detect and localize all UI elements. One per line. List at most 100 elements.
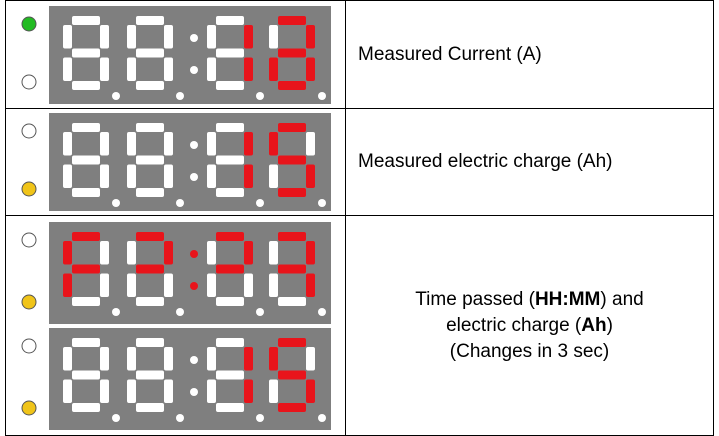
description: Measured Current (A) — [358, 44, 542, 65]
segment — [269, 165, 278, 189]
segment — [269, 273, 278, 297]
segment — [216, 48, 244, 57]
segment — [100, 25, 109, 49]
segment — [207, 379, 216, 403]
display-cell — [6, 216, 346, 436]
segment — [63, 57, 72, 81]
segment — [63, 379, 72, 403]
segment — [244, 25, 253, 49]
segment — [72, 338, 100, 347]
segment — [278, 297, 306, 306]
table-row: Measured electric charge (Ah) — [6, 109, 714, 216]
segment — [207, 132, 216, 156]
decimal-point — [256, 199, 264, 207]
segment — [164, 241, 173, 265]
description: ) — [607, 315, 613, 336]
segment — [207, 25, 216, 49]
led — [22, 339, 36, 353]
segment — [72, 156, 100, 165]
segment — [244, 347, 253, 371]
decimal-point — [112, 199, 120, 207]
segment — [136, 48, 164, 57]
segment — [63, 165, 72, 189]
decimal-point — [256, 92, 264, 100]
segment — [100, 132, 109, 156]
description: Time passed ( — [415, 289, 535, 310]
colon-dot — [190, 141, 198, 149]
segment — [72, 48, 100, 57]
segment — [63, 273, 72, 297]
decimal-point — [318, 199, 326, 207]
segment — [278, 188, 306, 197]
segment — [216, 81, 244, 90]
description-bold: HH:MM — [535, 289, 600, 310]
description-cell: Measured Current (A) — [346, 1, 714, 109]
segment — [136, 81, 164, 90]
segment — [269, 25, 278, 49]
seven-segment-display — [11, 328, 331, 430]
colon-dot — [190, 356, 198, 364]
seven-segment-display — [11, 222, 331, 324]
segment — [216, 403, 244, 412]
segment — [207, 347, 216, 371]
description: (Changes in 3 sec) — [450, 341, 609, 362]
segment — [136, 16, 164, 25]
table-row: Measured Current (A) — [6, 1, 714, 109]
segment — [216, 297, 244, 306]
segment — [306, 132, 315, 156]
segment — [216, 16, 244, 25]
table: Measured Current (A) Measured electric c… — [5, 0, 714, 436]
segment — [278, 16, 306, 25]
description-cell: Measured electric charge (Ah) — [346, 109, 714, 216]
led — [22, 233, 36, 247]
segment — [278, 338, 306, 347]
segment — [100, 165, 109, 189]
seven-segment-display — [11, 113, 331, 211]
segment — [136, 188, 164, 197]
segment — [306, 379, 315, 403]
segment — [127, 273, 136, 297]
colon-dot — [190, 282, 198, 290]
segment — [216, 264, 244, 273]
segment — [164, 25, 173, 49]
decimal-point — [318, 414, 326, 422]
segment — [100, 379, 109, 403]
description: ) and — [600, 289, 643, 310]
segment — [207, 165, 216, 189]
table-row: Time passed (HH:MM) and electric charge … — [6, 216, 714, 436]
segment — [269, 241, 278, 265]
segment — [278, 48, 306, 57]
segment — [278, 81, 306, 90]
segment — [136, 297, 164, 306]
segment — [136, 338, 164, 347]
colon-dot — [190, 66, 198, 74]
seven-segment-display — [11, 6, 331, 104]
decimal-point — [256, 308, 264, 316]
segment — [216, 188, 244, 197]
segment — [72, 81, 100, 90]
segment — [63, 241, 72, 265]
led — [22, 182, 36, 196]
segment — [269, 57, 278, 81]
decimal-point — [176, 92, 184, 100]
segment — [136, 232, 164, 241]
colon-dot — [190, 34, 198, 42]
decimal-point — [256, 414, 264, 422]
segment — [278, 264, 306, 273]
segment — [136, 156, 164, 165]
segment — [72, 370, 100, 379]
led — [22, 401, 36, 415]
segment — [72, 16, 100, 25]
segment — [244, 379, 253, 403]
segment — [136, 370, 164, 379]
segment — [127, 25, 136, 49]
segment — [306, 25, 315, 49]
decimal-point — [176, 308, 184, 316]
segment — [63, 25, 72, 49]
segment — [100, 273, 109, 297]
segment — [127, 347, 136, 371]
segment — [100, 241, 109, 265]
segment — [100, 347, 109, 371]
segment — [244, 57, 253, 81]
segment — [63, 347, 72, 371]
